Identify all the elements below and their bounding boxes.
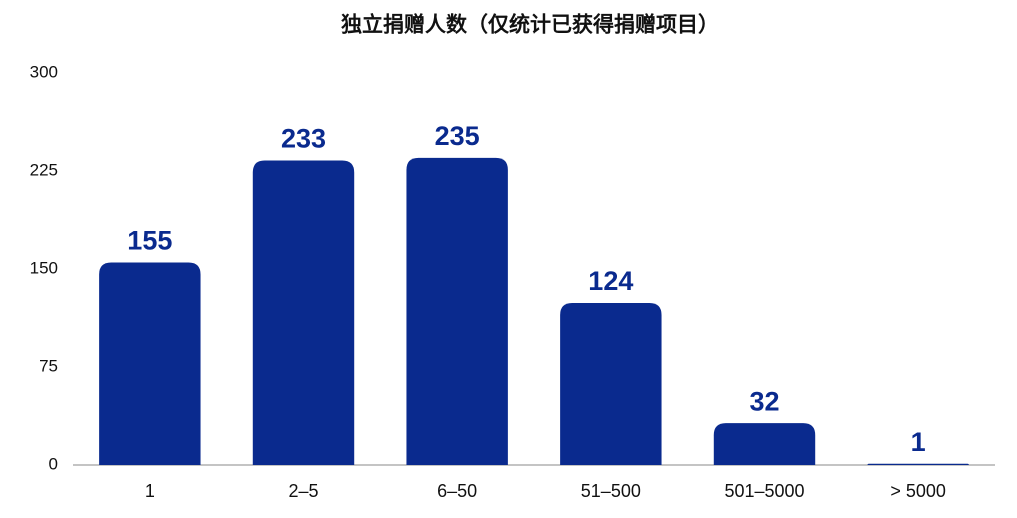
x-tick-label: > 5000 — [890, 481, 946, 501]
y-tick-label: 75 — [39, 356, 58, 375]
chart-title: 独立捐赠人数（仅统计已获得捐赠项目） — [341, 13, 719, 37]
y-tick-label: 0 — [49, 454, 58, 473]
y-tick-label: 225 — [30, 160, 58, 179]
y-tick-label: 300 — [30, 62, 58, 81]
value-label: 235 — [435, 121, 480, 151]
bar — [713, 423, 816, 465]
bar — [560, 302, 662, 465]
value-label: 124 — [588, 266, 633, 296]
x-tick-label: 51–500 — [581, 481, 641, 501]
value-label: 155 — [127, 226, 172, 256]
value-label: 32 — [749, 386, 779, 416]
x-tick-label: 501–5000 — [724, 481, 804, 501]
x-tick-label: 2–5 — [288, 481, 318, 501]
bar — [252, 160, 355, 465]
bar — [99, 262, 201, 465]
y-tick-label: 150 — [30, 258, 58, 277]
value-label: 233 — [281, 124, 326, 154]
bar — [867, 463, 969, 465]
x-tick-label: 6–50 — [437, 481, 477, 501]
value-label: 1 — [911, 427, 926, 457]
x-tick-label: 1 — [145, 481, 155, 501]
bar — [406, 157, 508, 465]
